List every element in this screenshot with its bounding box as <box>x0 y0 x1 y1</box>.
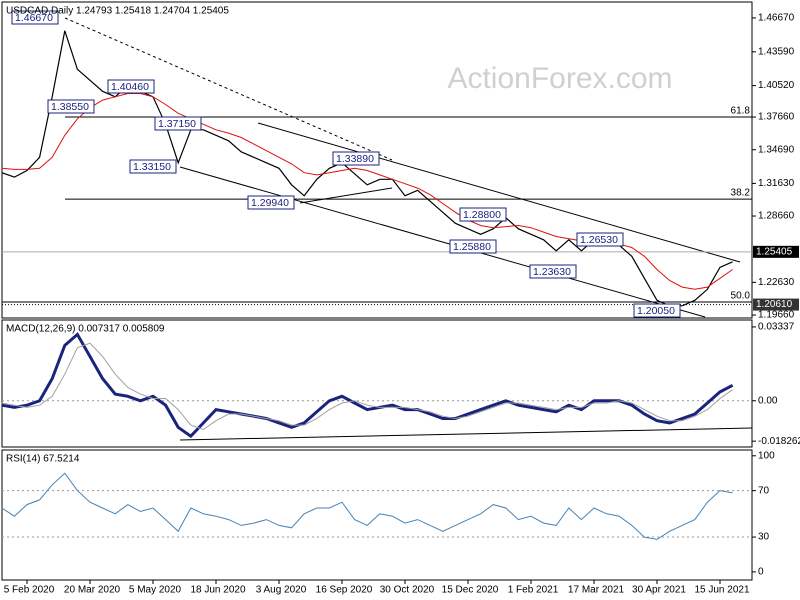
annotation-label: 1.46670 <box>15 12 53 24</box>
annotation-box <box>11 10 59 25</box>
x-tick-label: 5 May 2020 <box>129 585 182 596</box>
panel-title: USDCAD,Daily 1.24793 1.25418 1.24704 1.2… <box>6 6 229 17</box>
annotation-label: 1.28800 <box>463 209 501 221</box>
annotation-box <box>332 151 380 166</box>
x-tick-label: 16 Sep 2020 <box>316 585 373 596</box>
y-tick-label: 1.46670 <box>758 13 795 24</box>
y-tick-label: 1.43590 <box>758 46 795 57</box>
annotation-label: 1.25880 <box>453 241 491 253</box>
x-tick-label: 30 Oct 2020 <box>380 585 435 596</box>
y-tick-label: 100 <box>758 450 775 461</box>
y-tick-label: 1.28660 <box>758 211 795 222</box>
annotation-box <box>107 79 155 94</box>
y-tick-label: 1.40520 <box>758 80 795 91</box>
annotation-label: 1.26530 <box>580 234 618 246</box>
panel-frame <box>1 319 753 448</box>
annotation-label: 1.33890 <box>336 153 374 165</box>
annotation-label: 1.29940 <box>251 197 289 209</box>
annotation-box <box>633 303 681 318</box>
y-tick-label: 1.22630 <box>758 277 795 288</box>
series-line <box>1 332 734 439</box>
y-tick-label: 1.37660 <box>758 112 795 123</box>
annotation-box <box>459 207 507 222</box>
annotation-box <box>129 159 177 174</box>
x-tick-label: 15 Jun 2021 <box>694 585 749 596</box>
x-tick-label: 3 Aug 2020 <box>256 585 307 596</box>
annotation-box <box>247 195 295 210</box>
annotation-label: 1.23630 <box>533 266 571 278</box>
panel-title: MACD(12,26,9) 0.007317 0.005809 <box>6 324 165 335</box>
price-label: 1.25405 <box>756 246 793 257</box>
annotation-label: 1.38550 <box>51 101 89 113</box>
x-tick-label: 20 Mar 2020 <box>64 585 121 596</box>
annotation-label: 1.37150 <box>158 118 196 130</box>
y-tick-label: 0.00 <box>758 395 778 406</box>
series-line <box>1 472 733 540</box>
x-tick-label: 30 Apr 2021 <box>632 585 686 596</box>
y-tick-label: -0.018262 <box>758 436 800 447</box>
annotation-box <box>154 116 202 131</box>
x-tick-label: 18 Jun 2020 <box>190 585 245 596</box>
series-line <box>1 342 733 431</box>
price-label-box <box>753 245 799 258</box>
panel-frame <box>1 1 753 319</box>
y-tick-label: 1.34690 <box>758 144 795 155</box>
panel-frame <box>1 449 753 581</box>
y-tick-label: 1.19660 <box>758 310 795 321</box>
y-tick-label: 30 <box>758 532 770 543</box>
annotation-label: 1.20050 <box>637 305 675 317</box>
panel-title: RSI(14) 67.5214 <box>6 454 80 465</box>
y-tick-label: 1.31630 <box>758 178 795 189</box>
x-tick-label: 5 Feb 2020 <box>4 585 55 596</box>
annotation-box <box>449 239 497 254</box>
x-tick-label: 15 Dec 2020 <box>442 585 499 596</box>
watermark: ActionForex.com <box>447 62 672 95</box>
trendlines <box>64 17 753 441</box>
price-label-box <box>753 298 799 311</box>
fib-label: 61.8 <box>731 106 751 117</box>
annotation-box <box>529 264 577 279</box>
x-tick-label: 1 Feb 2021 <box>508 585 559 596</box>
x-tick-label: 17 Mar 2021 <box>568 585 625 596</box>
y-tick-label: 70 <box>758 485 770 496</box>
fib-label: 38.2 <box>731 188 751 199</box>
annotation-box <box>576 232 624 247</box>
price-label: 1.20610 <box>756 299 793 310</box>
series-line <box>1 93 733 290</box>
y-tick-label: 0 <box>758 567 764 578</box>
annotation-label: 1.40460 <box>111 81 149 93</box>
y-tick-label: 0.03337 <box>758 322 795 333</box>
annotation-box <box>47 99 95 114</box>
fib-label: 50.0 <box>731 291 751 302</box>
annotation-label: 1.33150 <box>133 161 171 173</box>
